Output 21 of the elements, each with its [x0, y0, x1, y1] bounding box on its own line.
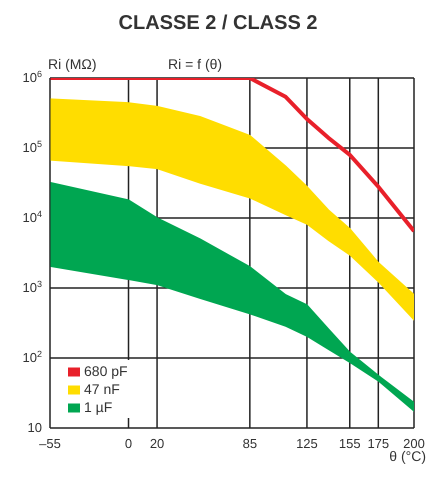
legend-label: 680 pF [84, 363, 128, 379]
y-tick-label: 10$^{4}$ [22, 209, 42, 225]
x-tick-label: 85 [242, 436, 258, 451]
y-axis-title: Ri (MΩ) [48, 56, 97, 72]
text: Ri = f (θ) [168, 56, 222, 72]
legend-label: 47 nF [84, 381, 120, 397]
x-tick-label: 200 [403, 436, 425, 451]
x-tick-label: –55 [39, 436, 61, 451]
chart-title: CLASSE 2 / CLASS 2 [118, 11, 318, 36]
x-tick-label: 0 [124, 436, 132, 451]
y-tick-label: 10$^{6}$ [22, 69, 42, 85]
y-tick-label: 10$^{3}$ [22, 279, 42, 295]
y-tick-label: 10$^{5}$ [22, 139, 42, 155]
x-tick-label: 155 [338, 436, 361, 451]
x-axis-title: θ (°C) [389, 448, 426, 464]
y-tick-label: 10 [28, 420, 42, 435]
x-tick-label: 125 [296, 436, 318, 451]
legend-label: 1 µF [84, 399, 112, 415]
x-tick-label: 175 [367, 436, 390, 451]
y-tick-label: 10$^{2}$ [22, 349, 42, 365]
x-tick-label: 20 [150, 436, 164, 451]
